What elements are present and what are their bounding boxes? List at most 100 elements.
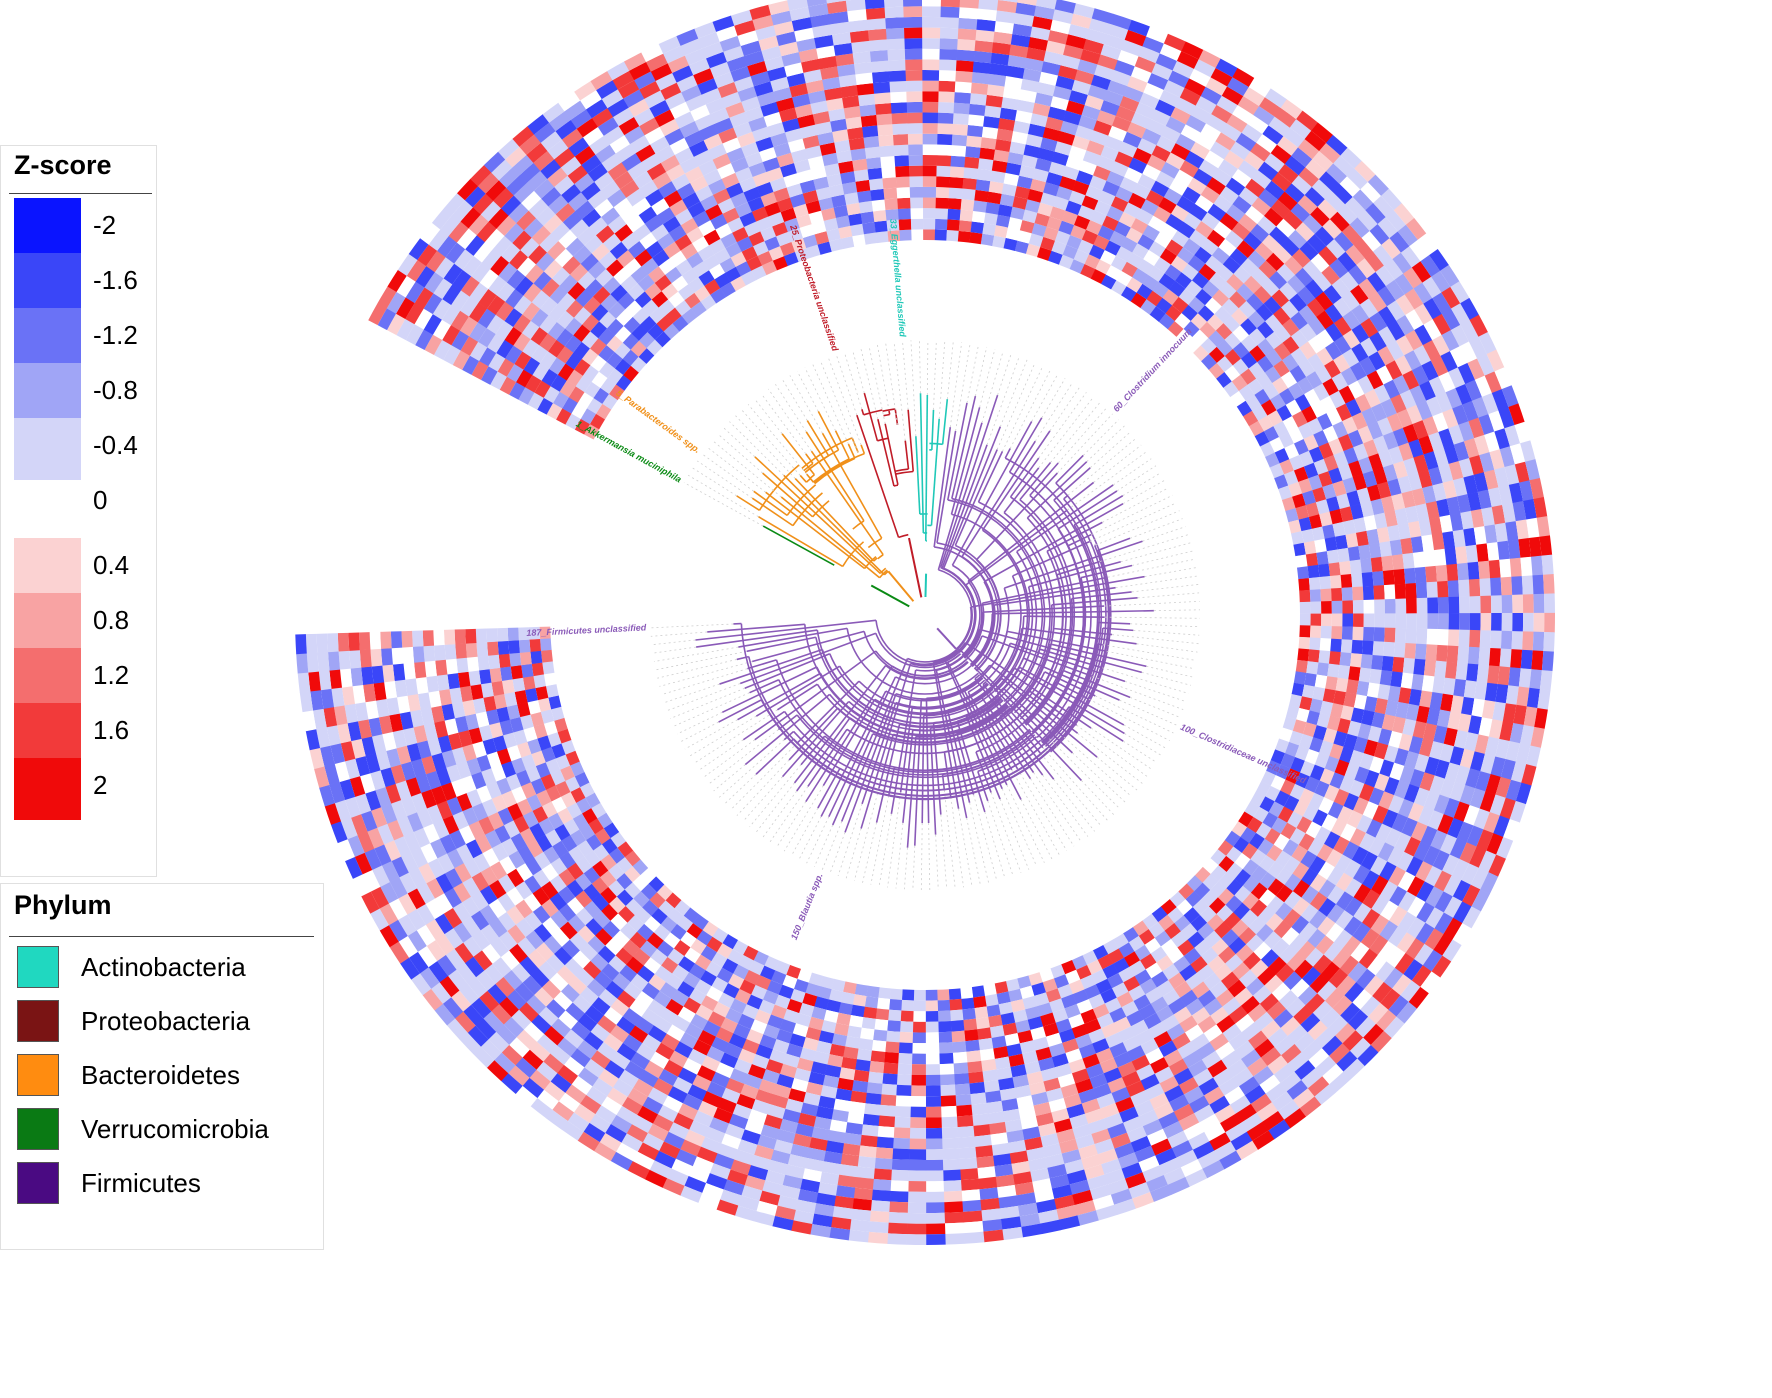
heatmap-cell	[852, 234, 866, 247]
heatmap-cell	[1158, 313, 1175, 330]
heatmap-cell	[865, 7, 886, 20]
heatmap-cell	[1450, 303, 1470, 326]
heatmap-cell	[1020, 78, 1040, 93]
heatmap-cell	[1441, 308, 1461, 331]
heatmap-cell	[550, 374, 567, 392]
heatmap-cell	[960, 1178, 980, 1191]
heatmap-cell	[1523, 706, 1538, 728]
heatmap-cell	[983, 983, 997, 996]
heatmap-cell	[1279, 459, 1295, 475]
heatmap-cell	[1495, 683, 1509, 704]
heatmap-cell	[1433, 870, 1452, 892]
heatmap-cell	[1370, 556, 1383, 573]
tree-branch	[1029, 462, 1059, 496]
heatmap-cell	[1405, 628, 1417, 644]
heatmap-cell	[1395, 613, 1407, 629]
heatmap-cell	[554, 147, 576, 168]
heatmap-cell	[925, 1149, 943, 1160]
heatmap-cell	[1505, 741, 1521, 762]
heatmap-cell	[1448, 367, 1466, 389]
heatmap-cell	[802, 134, 820, 149]
heatmap-cell	[1244, 205, 1265, 225]
heatmap-cell	[1321, 613, 1332, 627]
heatmap-cell	[1310, 601, 1322, 614]
heatmap-cell	[1326, 408, 1343, 426]
heatmap-cell	[1348, 460, 1363, 478]
heatmap-cell	[1467, 646, 1480, 665]
heatmap-cell	[836, 150, 853, 164]
heatmap-cell	[1430, 355, 1449, 377]
tree-leader	[1104, 600, 1200, 607]
heatmap-cell	[1110, 196, 1129, 212]
heatmap-cell	[952, 1041, 967, 1053]
heatmap-cell	[1360, 995, 1381, 1017]
heatmap-cell	[1052, 85, 1072, 101]
heatmap-cell	[1164, 923, 1181, 940]
heatmap-cell	[1265, 785, 1281, 802]
heatmap-cell	[523, 218, 544, 238]
heatmap-cell	[631, 324, 648, 341]
heatmap-cell	[688, 276, 705, 293]
heatmap-cell	[1294, 1060, 1316, 1081]
heatmap-cell	[1042, 1022, 1059, 1037]
heatmap-cell	[768, 246, 785, 261]
heatmap-cell	[443, 345, 461, 365]
heatmap-cell	[521, 320, 540, 340]
heatmap-cell	[1350, 942, 1370, 963]
heatmap-cell	[1308, 792, 1325, 810]
heatmap-cell	[534, 122, 556, 143]
heatmap-cell	[1179, 87, 1201, 106]
heatmap-cell	[721, 172, 740, 189]
heatmap-cell	[1469, 314, 1489, 338]
heatmap-cell	[692, 236, 710, 253]
heatmap-cell	[986, 84, 1005, 98]
heatmap-cell	[1473, 472, 1489, 493]
heatmap-cell	[1246, 293, 1264, 312]
heatmap-cell	[1248, 832, 1265, 850]
heatmap-cell	[1443, 727, 1458, 747]
heatmap-cell	[1443, 798, 1460, 819]
heatmap-cell	[295, 634, 307, 655]
heatmap-cell	[1396, 851, 1414, 872]
heatmap-cell	[1328, 467, 1343, 484]
heatmap-cell	[1079, 160, 1098, 176]
heatmap-cell	[1330, 638, 1342, 653]
heatmap-cell	[1183, 1122, 1205, 1141]
heatmap-cell	[1428, 466, 1443, 486]
heatmap-cell	[1435, 392, 1453, 413]
heatmap-cell	[1405, 583, 1417, 599]
heatmap-cell	[297, 672, 311, 693]
heatmap-cell	[1339, 652, 1352, 667]
heatmap-cell	[1442, 408, 1459, 429]
heatmap-cell	[1459, 341, 1478, 364]
heatmap-cell	[855, 179, 871, 193]
heatmap-cell	[688, 58, 711, 76]
heatmap-cell	[540, 351, 557, 369]
heatmap-cell	[1288, 481, 1303, 497]
heatmap-cell	[1260, 949, 1280, 968]
heatmap-cell	[1429, 248, 1449, 272]
heatmap-cell	[1205, 255, 1223, 273]
heatmap-cell	[477, 308, 496, 329]
heatmap-cell	[726, 182, 744, 199]
heatmap-cell	[1091, 74, 1112, 91]
heatmap-cell	[1478, 332, 1497, 355]
heatmap-cell	[1259, 872, 1276, 890]
heatmap-cell	[863, 136, 880, 149]
heatmap-cell	[424, 271, 444, 294]
heatmap-cell	[1281, 927, 1300, 946]
heatmap-cell	[1310, 253, 1330, 273]
heatmap-cell	[638, 347, 655, 364]
heatmap-cell	[1319, 638, 1332, 652]
heatmap-cell	[885, 17, 905, 29]
heatmap-cell	[851, 1208, 871, 1222]
heatmap-cell	[1510, 649, 1523, 669]
heatmap-cell	[1473, 526, 1487, 546]
heatmap-cell	[1370, 856, 1388, 876]
heatmap-cell	[1391, 493, 1406, 511]
heatmap-cell	[623, 365, 639, 382]
heatmap-cell	[1093, 120, 1113, 136]
heatmap-cell	[961, 997, 975, 1010]
heatmap-cell	[1344, 763, 1360, 781]
heatmap-cell	[1085, 185, 1103, 201]
